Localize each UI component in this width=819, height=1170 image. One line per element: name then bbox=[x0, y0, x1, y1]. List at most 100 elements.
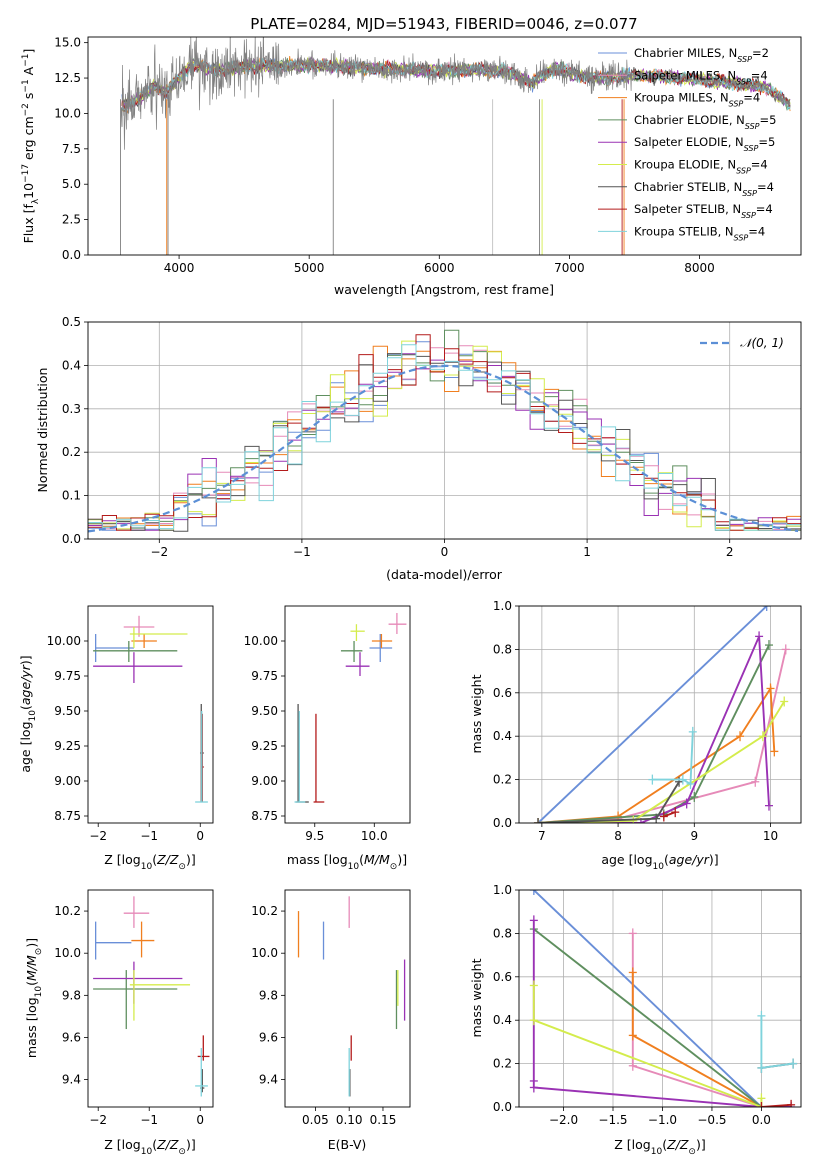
label-part: mass [log bbox=[24, 997, 39, 1058]
axes-frame bbox=[284, 605, 411, 824]
label-part: A bbox=[21, 66, 36, 79]
label-part: )] bbox=[709, 852, 719, 867]
y-tick-label: 1.0 bbox=[493, 599, 512, 613]
y-tick-label: 0.6 bbox=[493, 686, 512, 700]
x-tick-label: −1.5 bbox=[598, 1113, 627, 1127]
label-part: Flux [f bbox=[21, 204, 36, 244]
label-part: 10 bbox=[21, 183, 36, 199]
label-part: age [log bbox=[601, 852, 652, 867]
legend-value: =4 bbox=[751, 68, 768, 82]
y-tick-label: 0.8 bbox=[493, 642, 512, 656]
ticks: −2 −1 0 8.75 9.00 9.25 9.50 9.75 10.00 bbox=[47, 634, 204, 843]
mass-weight-line bbox=[538, 685, 776, 823]
y-tick-label: 9.6 bbox=[259, 1030, 278, 1044]
x-tick-label: 1 bbox=[583, 545, 591, 559]
y-tick-label: 0.4 bbox=[493, 729, 512, 743]
x-tick-label: −1 bbox=[140, 1113, 158, 1127]
ticks: 4000 5000 6000 7000 8000 0.0 2.5 5.0 7.5 10.0 12.5… bbox=[54, 36, 715, 275]
y-tick-label: 0.4 bbox=[493, 1013, 512, 1027]
label-part: wavelength [Angstrom, rest frame] bbox=[334, 282, 554, 297]
label-part: age [log bbox=[18, 721, 33, 772]
label-part: ( bbox=[18, 705, 33, 710]
x-tick-label: −2 bbox=[89, 829, 107, 843]
x-tick-label: 4000 bbox=[164, 261, 195, 275]
x-tick-label: −1 bbox=[293, 545, 311, 559]
y-tick-label: 9.50 bbox=[251, 704, 278, 718]
label-part: Z [log bbox=[104, 1137, 140, 1152]
label-part: s bbox=[21, 93, 36, 104]
mass-weight-line bbox=[537, 606, 768, 823]
y-tick-label: 9.00 bbox=[54, 774, 81, 788]
ticks: −2 −1 0 9.4 9.6 9.8 10.0 10.2 bbox=[54, 904, 204, 1127]
y-axis-label: mass [log10(M/M⊙)] bbox=[24, 938, 44, 1058]
label-part: Z/Z bbox=[156, 852, 179, 867]
y-tick-label: 0.0 bbox=[493, 1100, 512, 1114]
label-part: ] bbox=[21, 49, 36, 54]
residual-histogram-step bbox=[88, 344, 801, 531]
label-part: ( bbox=[664, 852, 669, 867]
legend-entry: Chabrier STELIB, NSSP=4 bbox=[634, 180, 774, 198]
legend-value: =4 bbox=[757, 180, 774, 194]
y-tick-label: 10.0 bbox=[54, 106, 81, 120]
y-tick-label: 15.0 bbox=[54, 36, 81, 50]
label-part: ⊙ bbox=[34, 948, 44, 956]
y-tick-label: 7.5 bbox=[62, 142, 81, 156]
x-tick-label: 7000 bbox=[554, 261, 585, 275]
legend-entry: Salpeter MILES, NSSP=4 bbox=[634, 68, 768, 86]
x-tick-label: 6000 bbox=[424, 261, 455, 275]
legend-entry: Kroupa MILES, NSSP=4 bbox=[634, 91, 760, 109]
label-part: )] bbox=[696, 1137, 706, 1152]
y-tick-label: 8.75 bbox=[54, 809, 81, 823]
x-tick-label: −1.0 bbox=[648, 1113, 677, 1127]
plot-area bbox=[93, 615, 208, 803]
age-vs-mass-panel: 9.5 10.0 8.75 9.00 9.25 9.50 9.75 10.00 mass [lo… bbox=[244, 605, 411, 872]
label-part: Z/Z bbox=[666, 1137, 689, 1152]
legend-subscript: SSP bbox=[734, 233, 749, 242]
plot-area bbox=[297, 896, 406, 1097]
legend-subscript: SSP bbox=[741, 211, 756, 220]
legend-entry: Salpeter STELIB, NSSP=4 bbox=[634, 202, 773, 220]
plot-area bbox=[120, 37, 791, 255]
y-tick-label: 9.6 bbox=[62, 1030, 81, 1044]
label-part: )] bbox=[186, 1137, 196, 1152]
mass-weight-line bbox=[538, 644, 770, 823]
legend-entry: 𝒩(0, 1) bbox=[740, 336, 784, 350]
label-part: 10 bbox=[34, 986, 44, 998]
legend-text: Salpeter ELODIE, N bbox=[634, 135, 744, 149]
legend-value: =5 bbox=[758, 135, 775, 149]
y-tick-label: 9.00 bbox=[251, 774, 278, 788]
label-part: 10 bbox=[651, 1147, 663, 1157]
label-part: )] bbox=[24, 938, 39, 948]
legend-subscript: SSP bbox=[737, 55, 752, 64]
label-part: erg cm bbox=[21, 116, 36, 164]
legend-value: =5 bbox=[760, 113, 777, 127]
y-tick-label: 10.0 bbox=[54, 946, 81, 960]
label-part: ( bbox=[359, 852, 364, 867]
y-axis-label: Flux [fλ10−17 erg cm−2 s−1 A−1] bbox=[21, 49, 41, 244]
y-axis-label: mass weight bbox=[469, 674, 484, 753]
label-part: ⊙ bbox=[178, 1147, 186, 1157]
label-part: 10 bbox=[348, 862, 360, 872]
residual-histogram-step bbox=[88, 334, 801, 531]
legend-subscript: SSP bbox=[744, 144, 759, 153]
mass-weight-line bbox=[760, 1015, 794, 1069]
legend-subscript: SSP bbox=[742, 188, 757, 197]
y-tick-label: 9.50 bbox=[54, 704, 81, 718]
legend-value: =4 bbox=[751, 158, 768, 172]
spectrum-panel: 4000 5000 6000 7000 8000 0.0 2.5 5.0 7.5 10.0 12.5… bbox=[21, 36, 802, 297]
label-part: Normed distribution bbox=[35, 368, 50, 493]
y-tick-label: 10.2 bbox=[54, 904, 81, 918]
mass-weight-line bbox=[533, 890, 763, 1107]
ticks: 7 8 9 10 0.0 0.2 0.4 0.6 0.8 1.0 bbox=[493, 599, 778, 843]
y-tick-label: 0.2 bbox=[493, 773, 512, 787]
label-part: λ bbox=[31, 198, 41, 204]
y-tick-label: 0.0 bbox=[493, 816, 512, 830]
x-axis-label: E(B-V) bbox=[328, 1137, 367, 1152]
axes-frame bbox=[284, 889, 411, 1108]
legend-text: Salpeter MILES, N bbox=[634, 68, 736, 82]
plot-area bbox=[529, 890, 798, 1107]
legend-text: Kroupa ELODIE, N bbox=[634, 158, 736, 172]
